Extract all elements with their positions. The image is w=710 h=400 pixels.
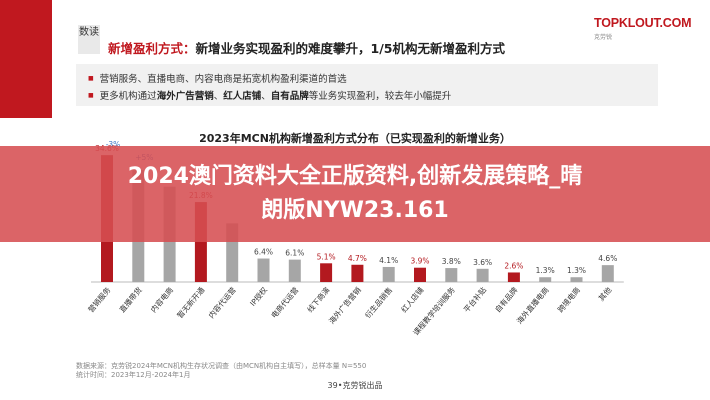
- bar-10: [382, 266, 395, 282]
- banner-line-2: 朗版NYW23.161: [261, 198, 449, 223]
- value-label-11: 3.9%: [410, 257, 429, 266]
- change-label-1: -3%: [106, 140, 121, 149]
- brand-logo: TOPKLOUT.COM 克劳锐: [594, 12, 698, 41]
- bar-7: [288, 259, 301, 282]
- category-label-16: 跨境电商: [555, 284, 582, 314]
- survey-period-note: 统计时间：2023年12月-2024年1月: [76, 371, 191, 379]
- page-number: 39•克劳锐出品: [327, 381, 383, 390]
- finding-bullet-2: 更多机构通过海外广告营销、红人店铺、自有品牌等业务实现盈利，较去年小幅提升: [88, 88, 452, 102]
- headline-text: 新增业务实现盈利的难度攀升，1/5机构无新增盈利方式: [195, 41, 505, 56]
- bar-6: [257, 258, 270, 282]
- value-label-14: 2.6%: [504, 261, 523, 270]
- value-label-13: 3.6%: [473, 258, 492, 267]
- value-label-12: 3.8%: [442, 257, 461, 266]
- value-label-8: 5.1%: [317, 252, 336, 261]
- chart-title: 2023年MCN机构新增盈利方式分布（已实现盈利的新增业务）: [199, 132, 511, 145]
- slide-headline: 新增盈利方式：新增业务实现盈利的难度攀升，1/5机构无新增盈利方式: [108, 38, 505, 57]
- category-label-4: 暂无新开通: [175, 284, 207, 320]
- bar-11: [414, 267, 426, 282]
- bar-17: [601, 265, 614, 282]
- category-label-7: 电商代运营: [269, 284, 301, 320]
- value-label-16: 1.3%: [567, 266, 586, 275]
- category-label-8: 线下商演: [305, 284, 332, 314]
- category-label-11: 红人店铺: [399, 284, 426, 314]
- bar-9: [351, 264, 364, 282]
- logo-subtext: 克劳锐: [594, 34, 613, 41]
- logo-text: TOPKLOUT.COM: [594, 16, 692, 30]
- overlay-banner: [0, 146, 710, 242]
- bar-12: [445, 268, 458, 282]
- value-label-7: 6.1%: [285, 249, 304, 258]
- category-label-3: 内容电商: [148, 284, 175, 314]
- category-label-2: 直播带货: [117, 284, 144, 314]
- category-label-9: 海外广告营销: [326, 284, 363, 325]
- source-note: 数据来源：克劳锐2024年MCN机构生存状况调查（由MCN机构自主填写），总样本…: [76, 362, 367, 370]
- banner-line-1: 2024澳门资料大全正版资料,创新发展策略_晴: [127, 164, 583, 189]
- value-label-15: 1.3%: [536, 266, 555, 275]
- finding-bullet-1: 营销服务、直播电商、内容电商是拓宽机构盈利渠道的首选: [88, 71, 347, 85]
- category-label-17: 其他: [596, 284, 614, 302]
- bar-15: [539, 277, 552, 282]
- value-label-9: 4.7%: [348, 254, 367, 263]
- category-label-15: 海外直播电商: [514, 284, 551, 325]
- category-label-10: 衍生品销售: [362, 285, 394, 320]
- section-tag: 数读: [78, 25, 100, 54]
- bar-8: [320, 263, 333, 282]
- bar-16: [570, 277, 583, 282]
- left-accent-bar: [0, 0, 52, 118]
- key-findings-box: 营销服务、直播电商、内容电商是拓宽机构盈利渠道的首选 更多机构通过海外广告营销、…: [76, 64, 658, 106]
- category-label-13: 平台补贴: [461, 284, 488, 314]
- bar-13: [476, 268, 489, 282]
- category-label-6: IP授权: [247, 284, 269, 307]
- overlay-banner-text: 2024澳门资料大全正版资料,创新发展策略_晴 朗版NYW23.161: [0, 160, 710, 228]
- category-label-5: 内容代运营: [206, 284, 238, 320]
- headline-highlight: 新增盈利方式：: [108, 41, 196, 56]
- bar-14: [507, 272, 520, 282]
- category-label-1: 营销服务: [86, 284, 113, 314]
- value-label-6: 6.4%: [254, 248, 273, 257]
- value-label-10: 4.1%: [379, 256, 398, 265]
- value-label-17: 4.6%: [598, 254, 617, 263]
- category-label-14: 自有品牌: [492, 284, 519, 314]
